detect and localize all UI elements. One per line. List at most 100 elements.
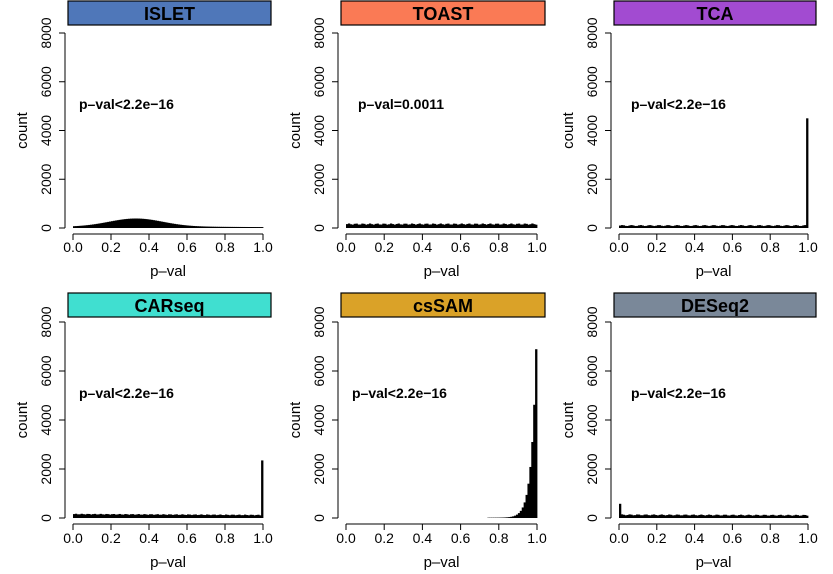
histogram-bar — [173, 514, 176, 518]
panel-carseq: CARseq 0 2000 4000 6000 8000 count 0.0 0.2 0.4 0.6… — [14, 292, 273, 571]
histogram-bar — [128, 218, 131, 228]
histogram-bar — [112, 513, 116, 518]
histogram-bar — [523, 223, 526, 228]
histogram-bar — [647, 225, 650, 228]
histogram-bar — [654, 515, 658, 518]
histogram-bar — [143, 514, 146, 518]
y-tick-label: 4000 — [311, 404, 327, 435]
histogram-bar — [217, 514, 220, 518]
histogram-bar — [662, 226, 665, 228]
histogram-bar — [481, 223, 484, 228]
x-axis-label: p–val — [696, 554, 732, 571]
histogram-bar — [412, 223, 416, 228]
histogram-bar — [133, 514, 137, 518]
histogram-bar — [190, 515, 194, 518]
histogram-bar — [391, 224, 395, 228]
histogram-bar — [690, 225, 694, 228]
histogram-bar — [473, 223, 477, 228]
histogram-bar — [781, 226, 784, 228]
histogram-bar — [200, 514, 203, 518]
histogram-bar — [766, 515, 769, 518]
histogram-bar — [806, 118, 809, 228]
histogram-bar — [639, 225, 643, 228]
histogram-bar — [449, 224, 452, 228]
histogram-bar — [531, 441, 534, 518]
histogram-bar — [487, 224, 490, 228]
histogram-bar — [472, 224, 475, 228]
histogram-bar — [196, 515, 199, 518]
panel-title-strip — [67, 0, 272, 26]
histogram-bar — [466, 223, 469, 228]
histogram-bar — [694, 515, 697, 518]
histogram-bar — [519, 224, 523, 228]
histogram-bar — [755, 514, 758, 518]
histogram-bar — [380, 224, 383, 228]
histogram-bar — [221, 515, 224, 518]
histogram-bar — [515, 514, 519, 518]
histogram-bar — [705, 225, 709, 228]
y-tick-label: 0 — [38, 224, 54, 232]
histogram-bar — [185, 225, 188, 228]
histogram-bar — [514, 224, 517, 228]
x-tick-label: 0.2 — [101, 239, 121, 255]
histogram-bar — [183, 225, 186, 228]
histogram-bar — [626, 514, 629, 518]
histogram-bar — [728, 515, 731, 518]
x-tick-label: 1.0 — [798, 239, 818, 255]
histogram-bar — [202, 514, 205, 518]
histogram-bar — [758, 225, 762, 228]
histogram-bar — [209, 226, 213, 228]
histogram-bar — [156, 514, 159, 518]
histogram-bar — [704, 225, 707, 228]
histogram-bar — [367, 224, 370, 228]
histogram-bar — [508, 224, 511, 228]
panel-title-strip — [67, 292, 272, 318]
histogram-bar — [78, 225, 81, 228]
x-tick-label: 0.0 — [609, 239, 629, 255]
histogram-bar — [257, 227, 260, 228]
histogram-bar — [770, 514, 773, 518]
x-tick-label: 1.0 — [527, 530, 547, 546]
histogram-bar — [105, 222, 108, 228]
x-tick-label: 0.8 — [215, 530, 235, 546]
histogram-bar — [719, 515, 722, 518]
histogram-bar — [692, 225, 695, 228]
histogram-bar — [517, 223, 521, 228]
histogram-bar — [519, 510, 523, 518]
histogram-bar — [619, 503, 622, 518]
histogram-bar — [230, 226, 233, 228]
histogram-bar — [730, 514, 733, 518]
histogram-bar — [634, 225, 637, 228]
histogram-bar — [111, 514, 114, 518]
histogram-bar — [732, 514, 735, 518]
y-tick-label: 4000 — [584, 115, 600, 146]
histogram-bar — [738, 515, 741, 518]
histogram-bar — [751, 225, 754, 228]
histogram-bar — [529, 466, 532, 518]
histogram-bar — [515, 223, 519, 228]
panel-title-strip — [613, 0, 817, 26]
histogram-bar — [671, 226, 675, 228]
histogram-bar — [410, 223, 414, 228]
histogram-bar — [671, 515, 675, 518]
histogram-bar — [773, 225, 777, 228]
histogram-bar — [196, 226, 199, 228]
y-axis-label: count — [287, 401, 304, 439]
histogram-bar — [734, 515, 737, 518]
histogram-bar — [715, 225, 718, 228]
histogram-bar — [739, 225, 743, 228]
histogram-bar — [749, 515, 752, 518]
histogram-bar — [169, 223, 173, 228]
histogram-bar — [533, 224, 536, 228]
histogram-bar — [76, 514, 80, 518]
histogram-bar — [126, 514, 129, 518]
x-axis-label: p–val — [424, 263, 460, 280]
histogram-bar — [213, 514, 216, 518]
p-value-annotation: p–val<2.2e−16 — [352, 385, 447, 401]
histogram-bar — [736, 515, 739, 518]
histogram-bar — [120, 219, 123, 228]
histogram-bar — [527, 224, 530, 228]
histogram-bar — [726, 226, 730, 228]
histogram-bar — [107, 221, 110, 228]
histogram-bar — [353, 223, 356, 228]
